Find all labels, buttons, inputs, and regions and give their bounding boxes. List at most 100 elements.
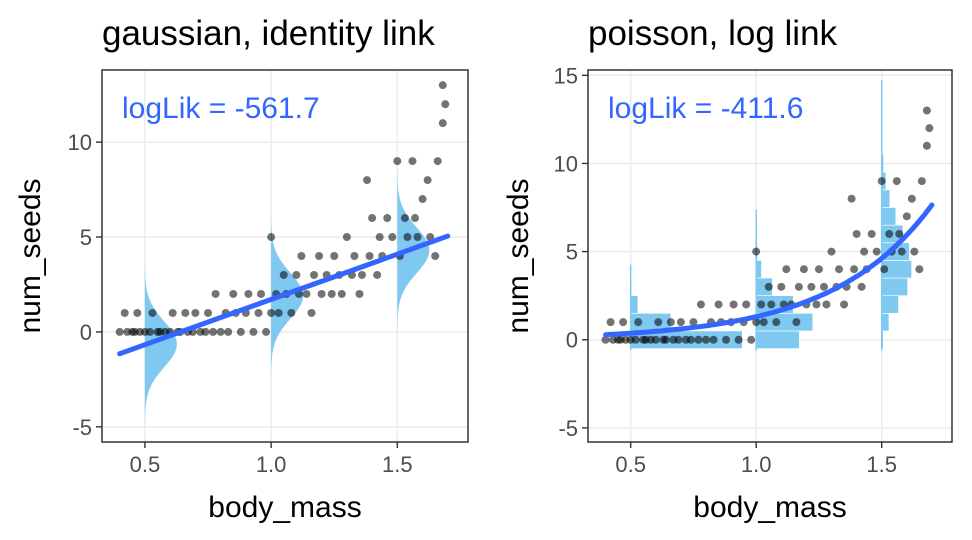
poisson-x-tick-label: 1.0 <box>741 452 772 477</box>
gaussian-data-point <box>262 327 271 336</box>
poisson-data-point <box>772 318 781 327</box>
poisson-data-point <box>742 300 751 309</box>
poisson-distribution-bar <box>881 277 908 296</box>
gaussian-y-tick-label: 0 <box>80 320 92 345</box>
poisson-data-point <box>885 229 894 238</box>
gaussian-data-point <box>431 252 440 260</box>
poisson-y-tick-label: 5 <box>566 240 578 265</box>
gaussian-data-point <box>357 270 366 279</box>
poisson-data-point <box>759 318 768 327</box>
gaussian-title: gaussian, identity link <box>102 14 435 53</box>
gaussian-data-point <box>438 81 447 90</box>
gaussian-data-point <box>375 233 384 242</box>
poisson-data-point <box>835 265 844 274</box>
poisson-data-point <box>867 229 876 238</box>
poisson-panel: poisson, log link logLik = -411.6 -5 0 5 10 15… <box>502 14 953 524</box>
gaussian-data-point <box>204 308 213 317</box>
poisson-data-point <box>686 335 695 344</box>
poisson-data-point <box>631 335 640 344</box>
gaussian-data-point <box>249 327 258 336</box>
poisson-data-point <box>696 300 705 309</box>
gaussian-loglik-annotation: logLik = -561.7 <box>122 92 320 125</box>
gaussian-data-point <box>393 157 402 166</box>
gaussian-data-point <box>120 308 129 317</box>
gaussian-data-point <box>433 157 442 166</box>
gaussian-data-point <box>216 327 225 336</box>
gaussian-data-point <box>342 233 351 242</box>
poisson-data-point <box>910 247 919 256</box>
gaussian-data-point <box>229 289 238 298</box>
gaussian-data-point <box>355 289 364 298</box>
poisson-data-point <box>902 212 911 221</box>
poisson-data-point <box>689 318 698 327</box>
poisson-data-point <box>634 318 643 327</box>
poisson-data-point <box>782 265 791 274</box>
poisson-data-point <box>807 282 816 291</box>
gaussian-data-point <box>400 214 409 223</box>
poisson-data-point <box>922 141 931 150</box>
gaussian-x-tick-label: 1.0 <box>256 452 287 477</box>
poisson-data-point <box>714 300 723 309</box>
gaussian-panel: gaussian, identity link logLik = -561.7 -5… <box>14 14 469 524</box>
gaussian-data-point <box>115 327 124 336</box>
gaussian-y-tick-label: 5 <box>80 225 92 250</box>
gaussian-data-point <box>337 289 346 298</box>
gaussian-data-point <box>330 252 339 260</box>
gaussian-data-point <box>315 252 324 260</box>
poisson-y-tick-label: 0 <box>566 328 578 353</box>
poisson-distribution-bar <box>881 295 899 314</box>
gaussian-data-point <box>408 157 417 166</box>
gaussian-data-point <box>307 308 316 317</box>
poisson-x-tick-label: 0.5 <box>615 452 646 477</box>
poisson-data-point <box>892 177 901 186</box>
poisson-data-point <box>850 265 859 274</box>
gaussian-data-point <box>191 308 200 317</box>
poisson-data-point <box>857 282 866 291</box>
poisson-data-point <box>819 282 828 291</box>
gaussian-data-point <box>438 119 447 128</box>
gaussian-x-tick-label: 0.5 <box>130 452 161 477</box>
gaussian-x-axis-title: body_mass <box>208 491 361 524</box>
poisson-distribution-bar <box>881 189 891 208</box>
poisson-fit-curve <box>603 202 935 338</box>
poisson-data-point <box>792 318 801 327</box>
poisson-distribution-bar <box>881 312 890 332</box>
gaussian-data-point <box>201 327 210 336</box>
gaussian-data-point <box>388 233 397 242</box>
gaussian-y-axis-title: num_seeds <box>14 178 47 333</box>
gaussian-data-point <box>244 289 253 298</box>
gaussian-data-point <box>267 233 276 242</box>
poisson-data-point <box>895 229 904 238</box>
poisson-y-tick-label: 10 <box>554 151 578 176</box>
poisson-data-point <box>872 247 881 256</box>
poisson-distribution-bar <box>630 295 639 314</box>
poisson-data-point <box>860 247 869 256</box>
poisson-data-point <box>734 335 743 344</box>
poisson-data-point <box>915 265 924 274</box>
poisson-y-axis-title: num_seeds <box>502 178 535 333</box>
gaussian-y-tick-label: -5 <box>72 415 92 440</box>
poisson-data-point <box>852 229 861 238</box>
gaussian-fit-line <box>117 233 451 357</box>
gaussian-data-point <box>403 233 412 242</box>
gaussian-points <box>115 81 450 336</box>
gaussian-data-point <box>310 270 319 279</box>
poisson-distribution-bar <box>881 207 897 226</box>
gaussian-y-tick-label: 10 <box>68 130 92 155</box>
poisson-data-point <box>752 318 761 327</box>
poisson-data-point <box>661 335 670 344</box>
poisson-data-point <box>722 335 731 344</box>
poisson-data-point <box>601 335 610 344</box>
poisson-data-point <box>666 318 675 327</box>
gaussian-panel-border <box>101 69 469 443</box>
poisson-data-point <box>840 300 849 309</box>
poisson-data-point <box>676 318 685 327</box>
poisson-data-point <box>709 335 718 344</box>
gaussian-data-point <box>267 308 276 317</box>
gaussian-x-axis: 0.5 1.0 1.5 <box>130 442 413 477</box>
poisson-title: poisson, log link <box>588 14 838 53</box>
poisson-data-point <box>799 265 808 274</box>
poisson-data-point <box>922 106 931 115</box>
gaussian-distribution-0 <box>144 264 177 424</box>
poisson-data-point <box>897 247 906 256</box>
